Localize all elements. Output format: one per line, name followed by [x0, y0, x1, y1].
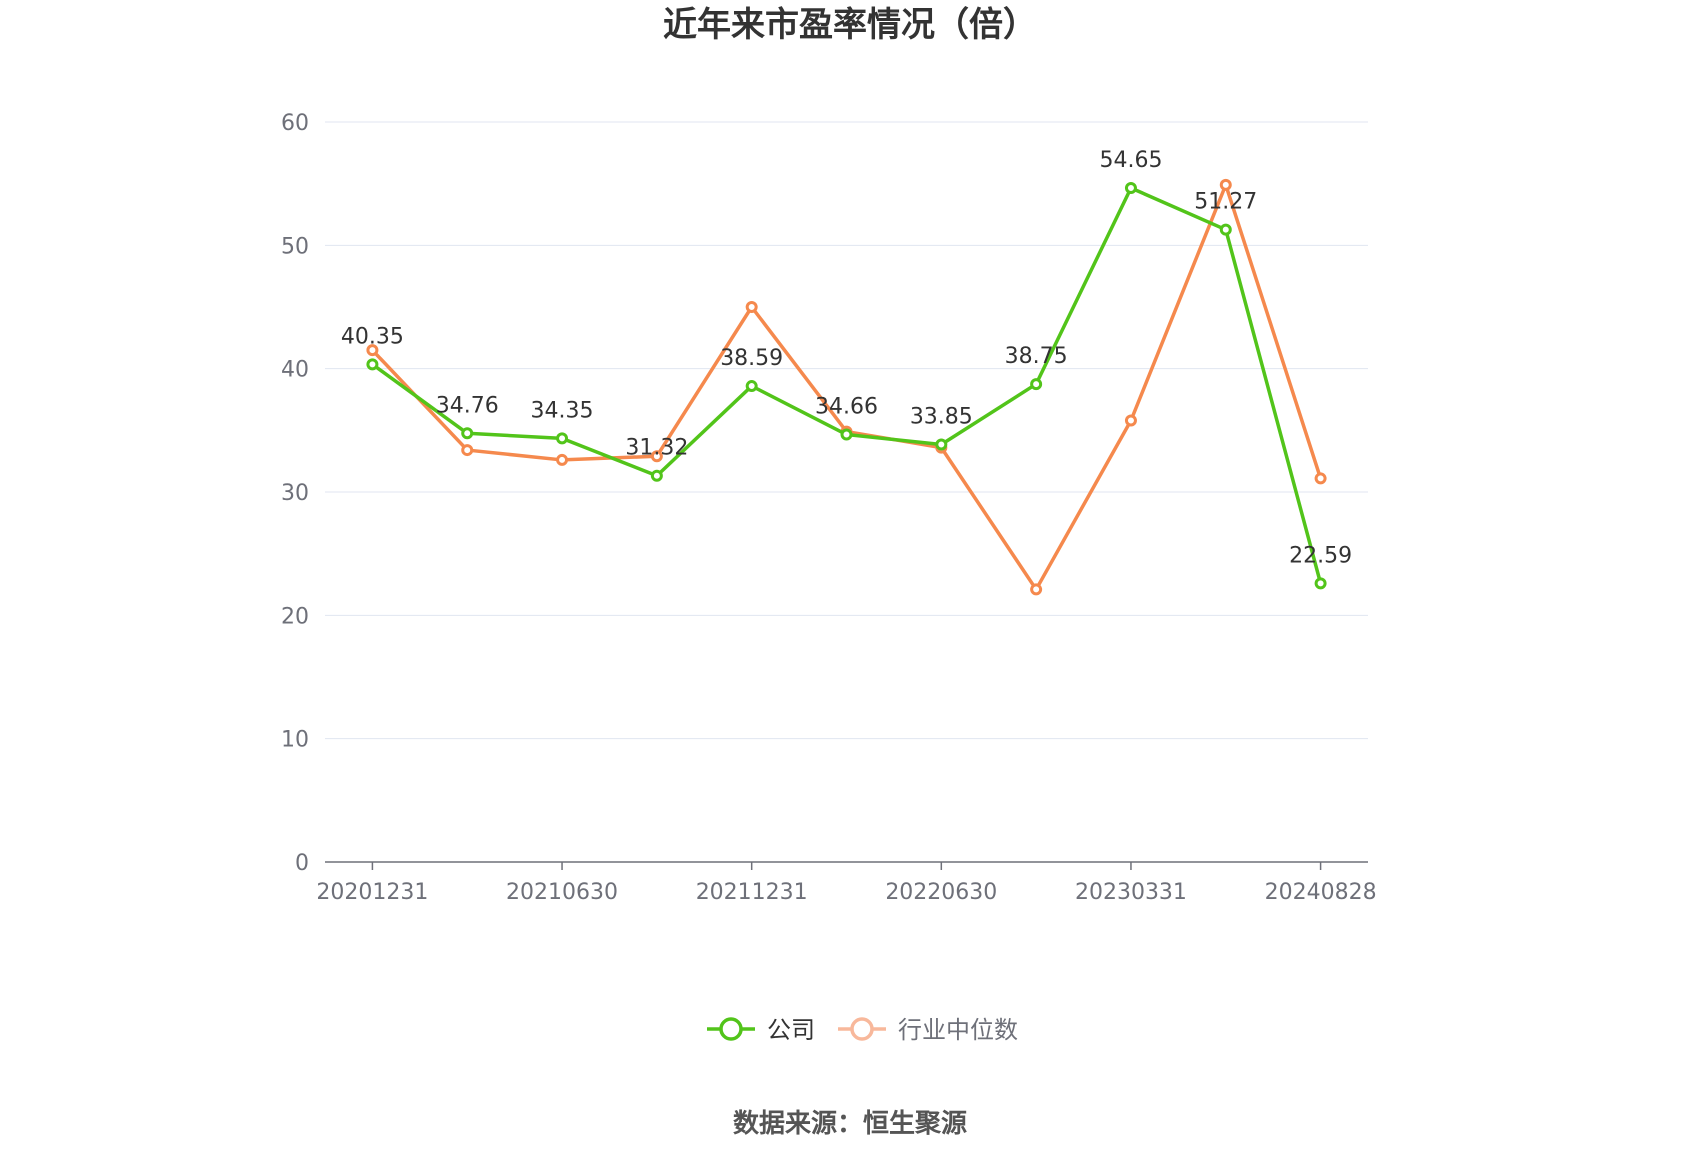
y-tick-label: 30	[281, 481, 309, 506]
data-labels: 40.35 34.76 34.35 31.32 38.59 34.66 33.85 38.75…	[341, 148, 1352, 568]
data-label: 34.66	[815, 395, 878, 420]
x-tick-label: 20210630	[506, 880, 618, 905]
series-group	[366, 178, 1327, 596]
data-point	[556, 432, 569, 445]
data-point	[1124, 181, 1137, 194]
y-tick-label: 60	[281, 111, 309, 136]
data-label: 33.85	[910, 405, 973, 430]
y-tick-label: 0	[295, 851, 309, 876]
data-point	[650, 450, 663, 463]
data-label: 34.35	[531, 398, 594, 423]
data-point	[1124, 414, 1137, 427]
data-point	[650, 469, 663, 482]
data-label: 51.27	[1194, 190, 1257, 215]
x-axis: 20201231 20210630 20211231 20220630 20230331…	[316, 861, 1377, 905]
data-label: 38.59	[720, 346, 783, 371]
data-point	[745, 301, 758, 313]
y-tick-label: 40	[281, 358, 309, 383]
data-point	[1219, 178, 1232, 191]
chart-title: 近年来市盈率情况（倍）	[663, 5, 1037, 45]
data-point	[556, 453, 569, 466]
data-label: 40.35	[341, 324, 404, 349]
legend: 公司 行业中位数	[707, 1016, 1018, 1044]
data-point	[745, 380, 758, 393]
y-tick-label: 50	[281, 234, 309, 259]
data-label: 54.65	[1099, 148, 1162, 173]
data-label: 34.76	[436, 393, 499, 418]
data-source: 数据来源：恒生聚源	[733, 1109, 967, 1139]
x-tick-label: 20211231	[696, 880, 808, 905]
legend-label-0: 公司	[767, 1016, 815, 1044]
x-tick-label: 20220630	[885, 880, 997, 905]
grid-lines	[325, 121, 1368, 740]
data-point	[1030, 378, 1043, 391]
data-point	[461, 427, 474, 440]
y-tick-label: 20	[281, 604, 309, 629]
y-axis: 0 10 20 30 40 50 60	[281, 111, 309, 876]
data-label: 22.59	[1289, 543, 1352, 568]
x-tick-label: 20230331	[1075, 880, 1187, 905]
data-point	[840, 428, 853, 441]
data-point	[366, 344, 379, 357]
data-label: 38.75	[1005, 344, 1068, 369]
x-tick-label: 20240828	[1265, 880, 1377, 905]
data-point	[1030, 583, 1043, 596]
data-label: 31.32	[625, 436, 688, 461]
data-point	[1219, 223, 1232, 236]
legend-marker-0	[719, 1017, 743, 1041]
legend-label-1: 行业中位数	[898, 1016, 1018, 1044]
series-line-0	[371, 186, 1323, 584]
data-point	[366, 358, 379, 371]
legend-marker-1	[850, 1017, 874, 1041]
data-point	[461, 444, 474, 457]
data-point	[1314, 577, 1327, 590]
y-tick-label: 10	[281, 728, 309, 753]
x-tick-label: 20201231	[316, 880, 428, 905]
data-point	[935, 438, 948, 451]
data-point	[1314, 472, 1327, 485]
